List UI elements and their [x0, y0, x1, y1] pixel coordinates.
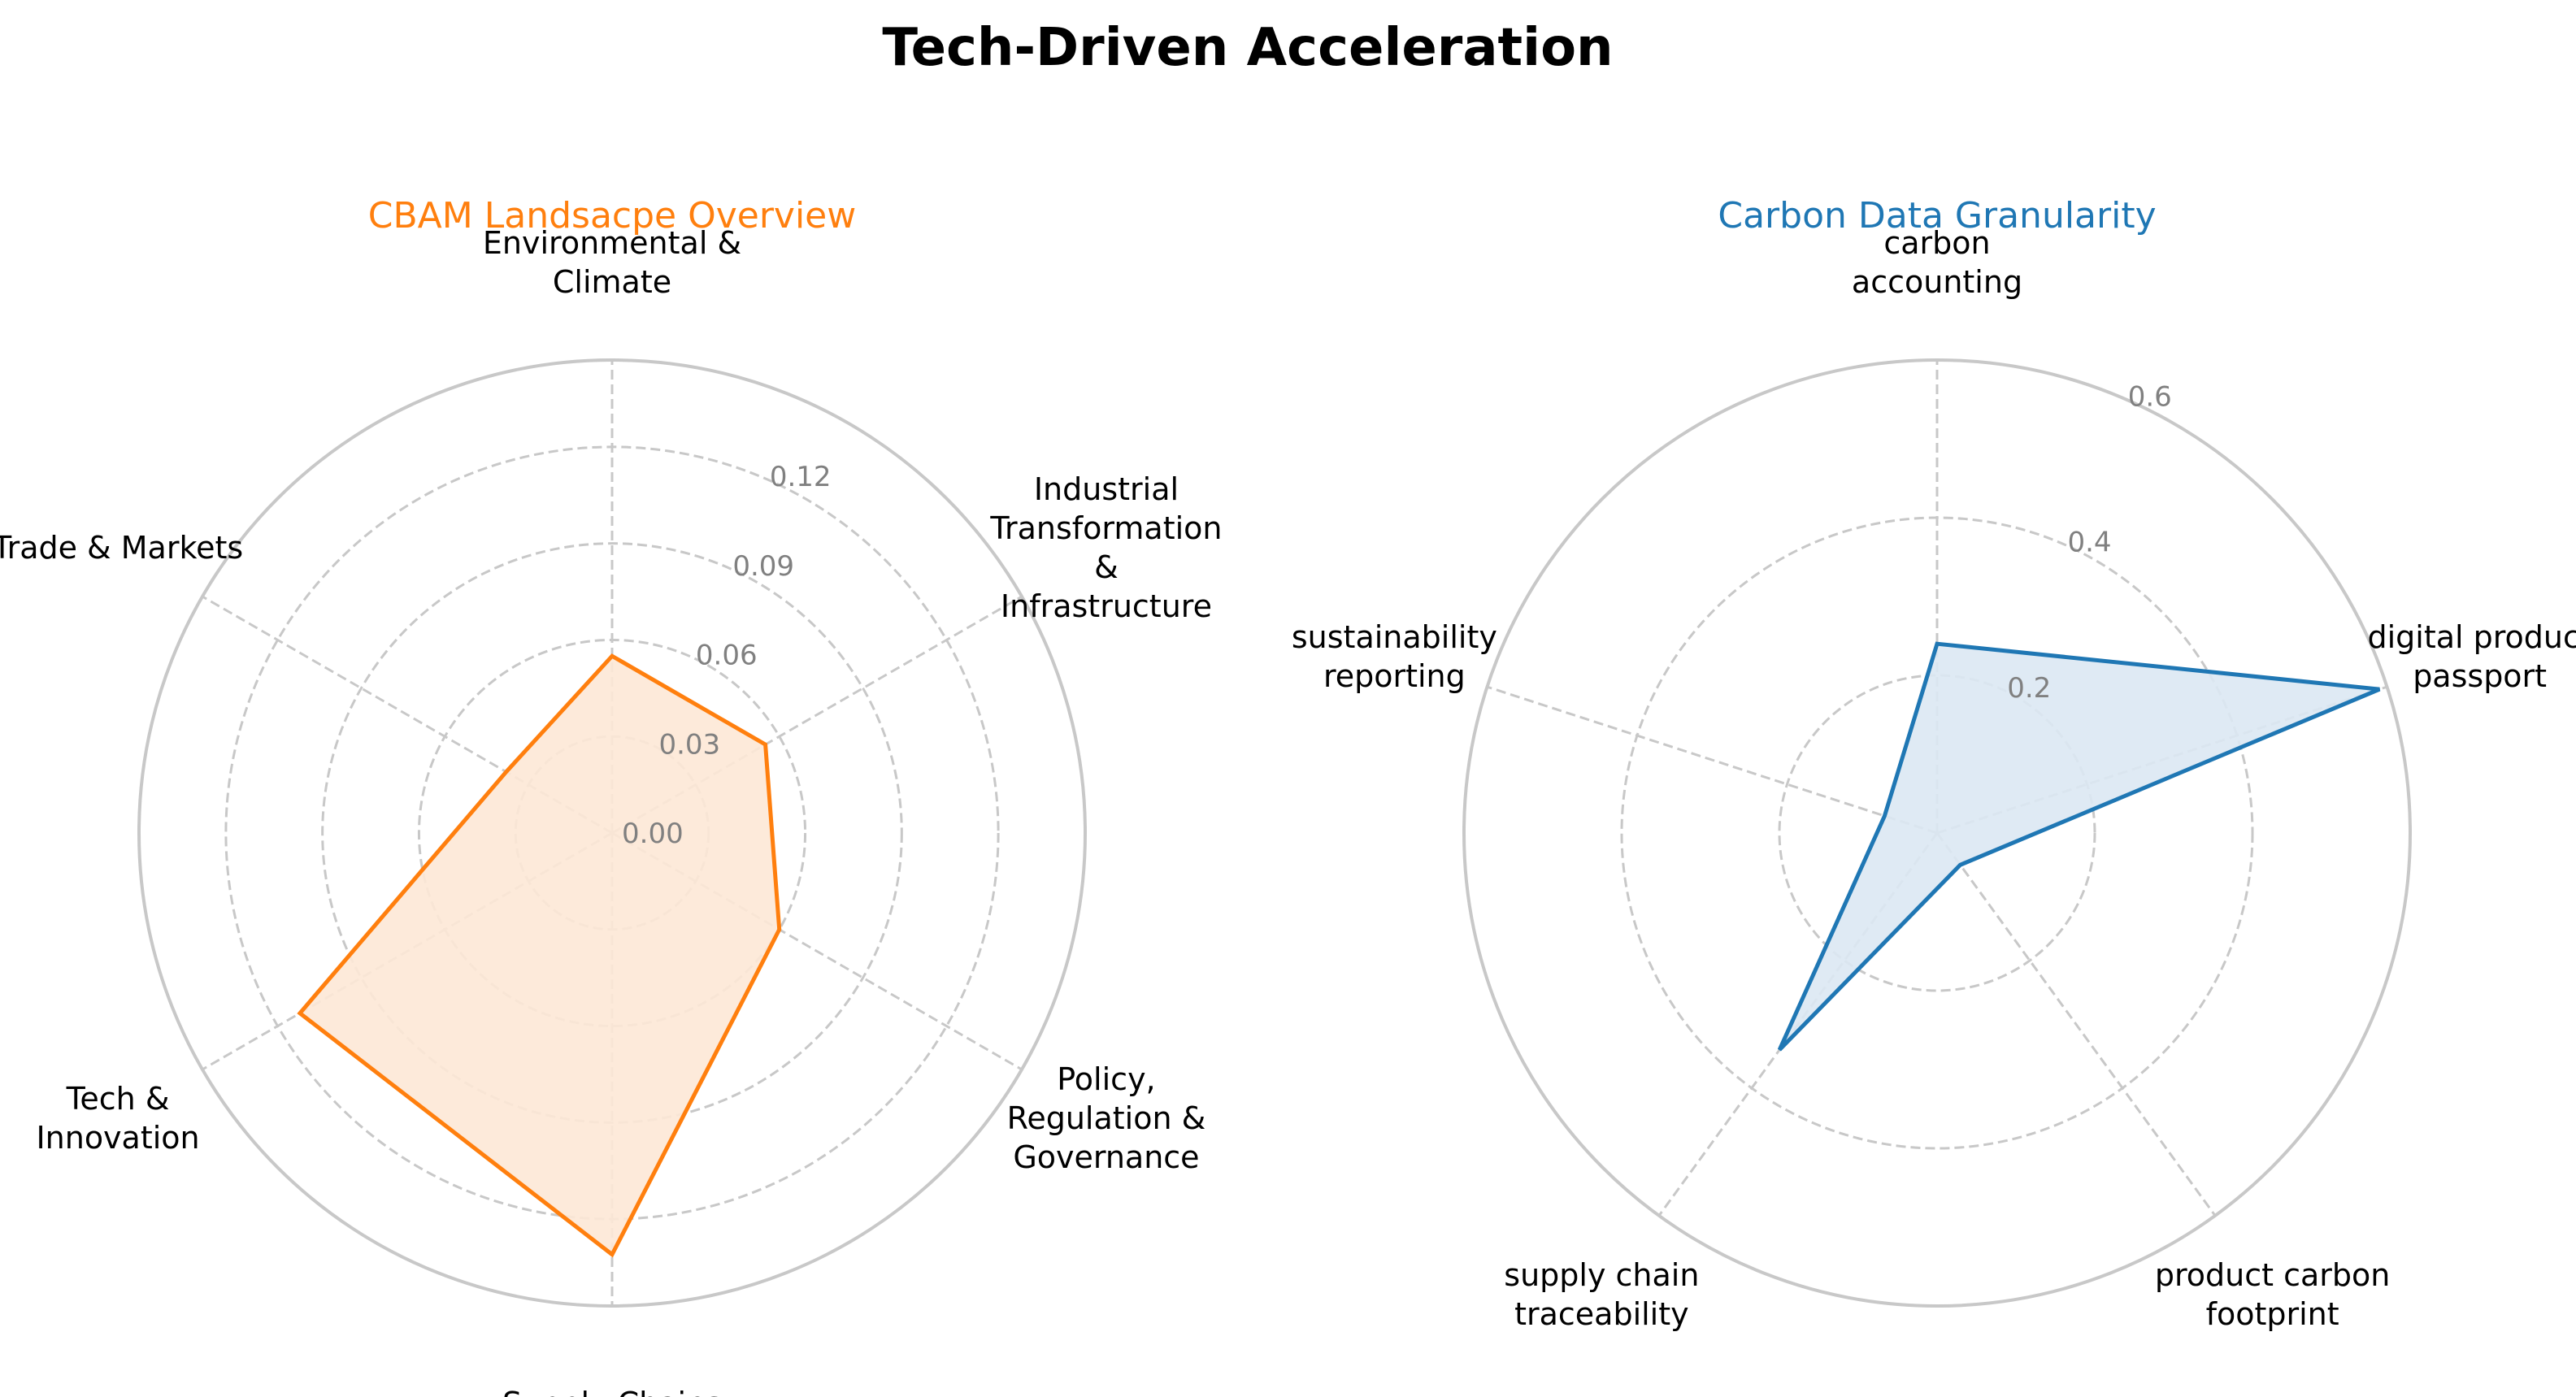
- axis-category-label: carbon accounting: [1852, 225, 2022, 300]
- axis-category-label-line: Industrial: [1034, 471, 1179, 507]
- axis-category-label-line: passport: [2413, 658, 2547, 694]
- radar-chart-cbam: CBAM Landsacpe Overview 0.00 0.03 0.06 0.09 0…: [0, 195, 1222, 1397]
- series-line: [1777, 641, 2381, 1052]
- series-line: [297, 653, 782, 1258]
- axis-category-label-line: Policy,: [1057, 1061, 1155, 1097]
- figure-title: Tech-Driven Acceleration: [882, 18, 1613, 78]
- axis-category-label-line: accounting: [1852, 264, 2022, 300]
- axis-category-label-line: Infrastructure: [1001, 588, 1212, 624]
- axis-category-label: Environmental & Climate: [483, 225, 741, 300]
- axis-category-label-line: traceability: [1514, 1296, 1689, 1332]
- axis-category-label-line: sustainability: [1292, 619, 1497, 655]
- axis-category-label: sustainability reporting: [1292, 619, 1497, 694]
- axis-category-label-line: Innovation: [36, 1120, 199, 1156]
- grid-ring: [1778, 674, 2096, 992]
- axis-category-label: digital product passport: [2367, 619, 2576, 694]
- axis-category-label: supply chain traceability: [1504, 1257, 1699, 1332]
- axis-category-label-line: Climate: [553, 264, 671, 300]
- axis-category-label-line: supply chain: [1504, 1257, 1699, 1293]
- axis-category-label: Industrial Transformation & Infrastructure: [989, 471, 1222, 624]
- spoke-line: [1487, 685, 1938, 835]
- axis-category-label-line: product carbon: [2155, 1257, 2391, 1293]
- radial-tick-label: 0.2: [2007, 672, 2051, 705]
- axis-category-label-line: footprint: [2206, 1296, 2339, 1332]
- subplot-title: CBAM Landsacpe Overview: [368, 195, 856, 236]
- axis-category-label-line: Regulation &: [1007, 1100, 1206, 1136]
- axis-category-label: Policy, Regulation & Governance: [1007, 1061, 1206, 1175]
- radial-tick-label: 0.03: [658, 728, 720, 761]
- radar-chart-carbon-data: Carbon Data Granularity 0.2 0.4 0.6 carbon ac…: [1292, 195, 2576, 1332]
- axis-category-label-line: Tech &: [66, 1081, 170, 1117]
- radial-tick-label: 0.09: [732, 550, 794, 583]
- axis-category-label-line: Supply Chains: [502, 1386, 722, 1397]
- radial-tick-label: 0.00: [622, 818, 684, 850]
- radial-tick-label: 0.12: [770, 461, 832, 493]
- radial-tick-label: 0.4: [2067, 527, 2111, 559]
- axis-category-label-line: Environmental &: [483, 225, 741, 261]
- radial-tick-label: 0.06: [696, 640, 758, 672]
- series-area: [1779, 644, 2380, 1050]
- axis-category-label-line: Governance: [1013, 1139, 1199, 1175]
- axis-category-label-line: carbon: [1883, 225, 1990, 261]
- axis-category-label-line: digital product: [2367, 619, 2576, 655]
- axis-category-label: Supply Chains: [502, 1386, 722, 1397]
- radial-tick-label: 0.6: [2128, 380, 2172, 413]
- spoke-line: [1935, 832, 2217, 1217]
- axis-category-label-line: Trade & Markets: [0, 530, 243, 566]
- axis-category-label-line: &: [1094, 549, 1119, 585]
- subplot-title: Carbon Data Granularity: [1718, 195, 2156, 236]
- axis-category-label: Trade & Markets: [0, 530, 243, 566]
- axis-category-label-line: Transformation: [989, 510, 1222, 546]
- axis-category-label-line: reporting: [1323, 658, 1466, 694]
- axis-category-label: product carbon footprint: [2155, 1257, 2391, 1332]
- axis-category-label: Tech & Innovation: [36, 1081, 199, 1156]
